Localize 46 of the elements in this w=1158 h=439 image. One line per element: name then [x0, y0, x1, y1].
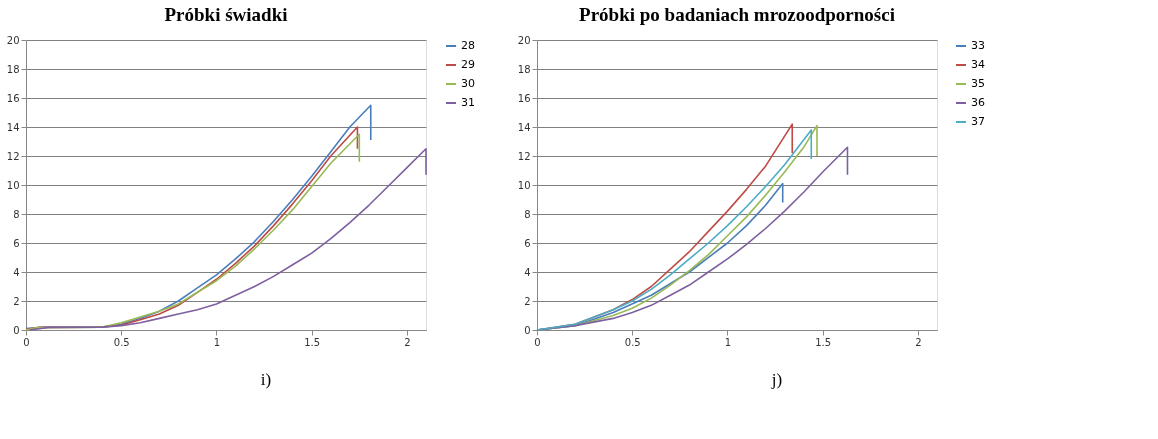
y-tick-label: 0: [524, 324, 531, 336]
y-tick-label: 4: [13, 266, 20, 278]
y-tick-label: 2: [524, 295, 531, 307]
x-tick-label: 1: [724, 336, 732, 348]
x-tick-label: 0.5: [113, 336, 130, 348]
y-tick-label: 8: [524, 208, 531, 220]
y-tick-label: 20: [6, 34, 20, 46]
x-tick-label: 0.5: [624, 336, 641, 348]
x-tick-label: 1.5: [304, 336, 321, 348]
legend-label: 37: [971, 115, 985, 128]
legend-label: 35: [971, 77, 985, 90]
y-tick-label: 10: [517, 179, 531, 191]
y-tick-label: 14: [6, 121, 20, 133]
y-tick-label: 4: [524, 266, 531, 278]
x-tick-label: 2: [915, 336, 922, 348]
text: j): [770, 370, 783, 389]
y-tick-label: 6: [13, 237, 20, 249]
y-tick-label: 18: [517, 63, 531, 75]
y-tick-label: 16: [517, 92, 531, 104]
legend-label: 28: [461, 39, 475, 52]
y-tick-label: 14: [517, 121, 531, 133]
chart-title: Próbki świadki: [164, 4, 288, 25]
legend-label: 36: [971, 96, 985, 109]
y-tick-label: 10: [6, 179, 20, 191]
legend-label: 29: [461, 58, 475, 71]
legend-label: 30: [461, 77, 475, 90]
x-tick-label: 0: [23, 336, 30, 348]
y-tick-label: 12: [6, 150, 20, 162]
text: i): [260, 370, 272, 389]
line-series: [536, 146, 849, 331]
y-tick-label: 12: [517, 150, 531, 162]
y-tick-label: 6: [524, 237, 531, 249]
x-tick-label: 1.5: [815, 336, 832, 348]
y-tick-label: 20: [517, 34, 531, 46]
x-tick-label: 2: [404, 336, 411, 348]
x-tick-label: 1: [213, 336, 221, 348]
y-tick-label: 0: [13, 324, 20, 336]
chart-title: Próbki po badaniach mrozoodporności: [579, 4, 895, 25]
y-tick-label: 8: [13, 208, 20, 220]
legend-label: 31: [461, 96, 475, 109]
x-tick-label: 0: [534, 336, 541, 348]
y-tick-label: 2: [13, 295, 20, 307]
legend-label: 34: [971, 58, 985, 71]
legend-label: 33: [971, 39, 985, 52]
y-tick-label: 18: [6, 63, 20, 75]
y-tick-label: 16: [6, 92, 20, 104]
